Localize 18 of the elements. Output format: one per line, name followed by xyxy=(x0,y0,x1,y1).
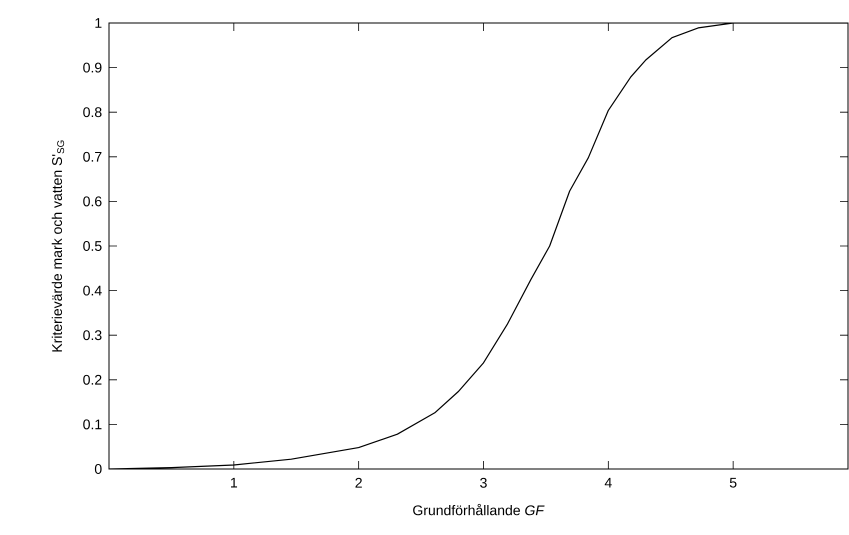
y-tick-label: 0.9 xyxy=(83,62,102,73)
y-tick-label: 0.7 xyxy=(83,152,102,162)
y-tick-label: 0.2 xyxy=(83,374,102,385)
y-tick-label: 0.4 xyxy=(83,286,102,296)
y-axis-title: Kriterievärde mark och vatten S'$_{SG}$ xyxy=(52,140,64,352)
x-tick-label: 5 xyxy=(730,478,736,488)
x-tick-label: 4 xyxy=(604,478,612,488)
y-tick-label: 1 xyxy=(95,18,102,28)
y-tick-label: 0.1 xyxy=(83,419,102,430)
x-tick-label: 1 xyxy=(231,478,238,488)
x-tick-label: 3 xyxy=(480,478,487,488)
x-axis-title: Grundförhållande GF xyxy=(413,504,545,516)
y-tick-label: 0.3 xyxy=(83,330,102,340)
y-tick-label: 0.6 xyxy=(83,196,102,206)
x-tick-label: 2 xyxy=(355,478,362,488)
y-tick-label: 0.8 xyxy=(83,107,102,118)
y-tick-label: 0 xyxy=(94,464,102,474)
y-tick-label: 0.5 xyxy=(83,241,102,251)
